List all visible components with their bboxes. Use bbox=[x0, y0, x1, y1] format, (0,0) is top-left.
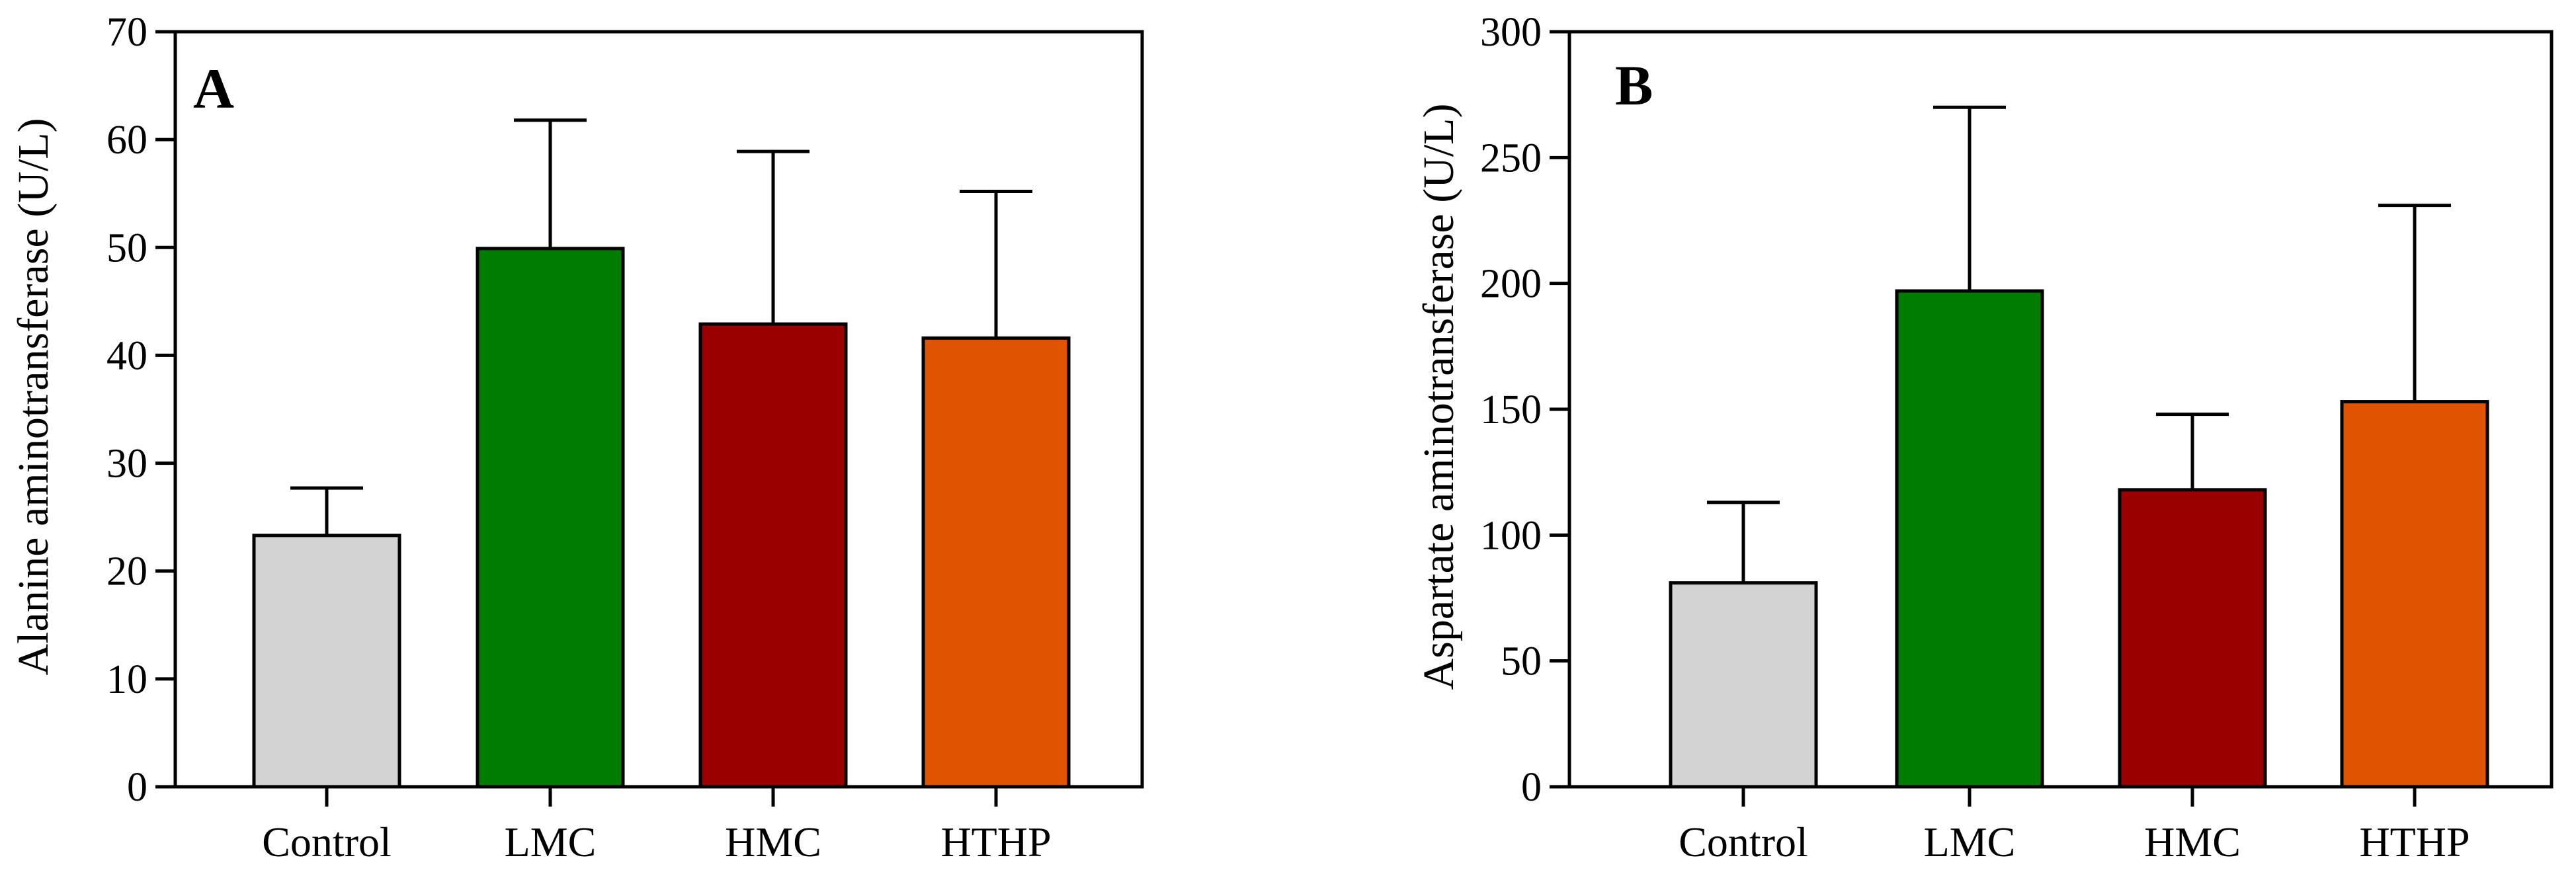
panel-a: A Alanine aminotransferase (U/L) 0 10 20 30… bbox=[9, 10, 1144, 865]
panel-b-letter: B bbox=[1615, 54, 1653, 117]
panel-a-x-tick-label-hthp: HTHP bbox=[940, 818, 1051, 865]
panel-a-y-tick-label: 0 bbox=[127, 765, 147, 810]
panel-a-x-tick-label-control: Control bbox=[262, 818, 392, 865]
panel-a-x-tick-label-hmc: HMC bbox=[725, 818, 821, 865]
panel-b-y-tick-label: 250 bbox=[1480, 136, 1542, 180]
panel-b-bar-control bbox=[1669, 581, 1818, 789]
panel-a-y-tick-label: 60 bbox=[106, 118, 147, 163]
panel-b: B Aspartate aminotransferase (U/L) 0 50 10… bbox=[1415, 10, 2554, 865]
panel-b-y-tick-label: 0 bbox=[1521, 765, 1542, 810]
panel-a-bar-control bbox=[252, 534, 401, 789]
panel-b-y-tick-label: 200 bbox=[1480, 262, 1542, 307]
panel-b-y-tick-label: 50 bbox=[1501, 639, 1542, 684]
panel-b-x-tick-label-control: Control bbox=[1679, 818, 1808, 865]
panel-b-y-tick-label: 100 bbox=[1480, 513, 1542, 558]
panel-a-bar-hmc bbox=[698, 322, 848, 789]
panel-b-bar-lmc bbox=[1895, 289, 2044, 789]
panel-a-y-axis-title: Alanine aminotransferase (U/L) bbox=[9, 118, 58, 676]
panel-b-y-axis-title: Aspartate aminotransferase (U/L) bbox=[1415, 104, 1463, 690]
panel-b-bar-hmc bbox=[2118, 488, 2267, 789]
panel-a-bar-hthp bbox=[921, 336, 1071, 789]
panel-b-x-tick-label-hthp: HTHP bbox=[2359, 818, 2470, 865]
panel-b-x-tick-label-lmc: LMC bbox=[1924, 818, 2016, 865]
panel-a-y-tick-label: 20 bbox=[106, 549, 147, 594]
panel-a-y-tick-label: 30 bbox=[106, 442, 147, 487]
panel-a-letter: A bbox=[193, 57, 234, 120]
panel-b-y-tick-label: 150 bbox=[1480, 387, 1542, 432]
panel-a-bar-lmc bbox=[476, 247, 625, 789]
panel-a-plot-frame bbox=[173, 30, 1144, 789]
panel-a-y-tick-label: 10 bbox=[106, 657, 147, 702]
panel-b-bar-hthp bbox=[2340, 400, 2489, 789]
panel-a-y-tick-label: 70 bbox=[106, 10, 147, 55]
panel-b-y-tick-label: 300 bbox=[1480, 10, 1542, 55]
panel-b-x-tick-label-hmc: HMC bbox=[2144, 818, 2241, 865]
panel-a-y-tick-label: 50 bbox=[106, 225, 147, 270]
panel-a-x-tick-label-lmc: LMC bbox=[505, 818, 597, 865]
panel-a-y-tick-label: 40 bbox=[106, 333, 147, 378]
